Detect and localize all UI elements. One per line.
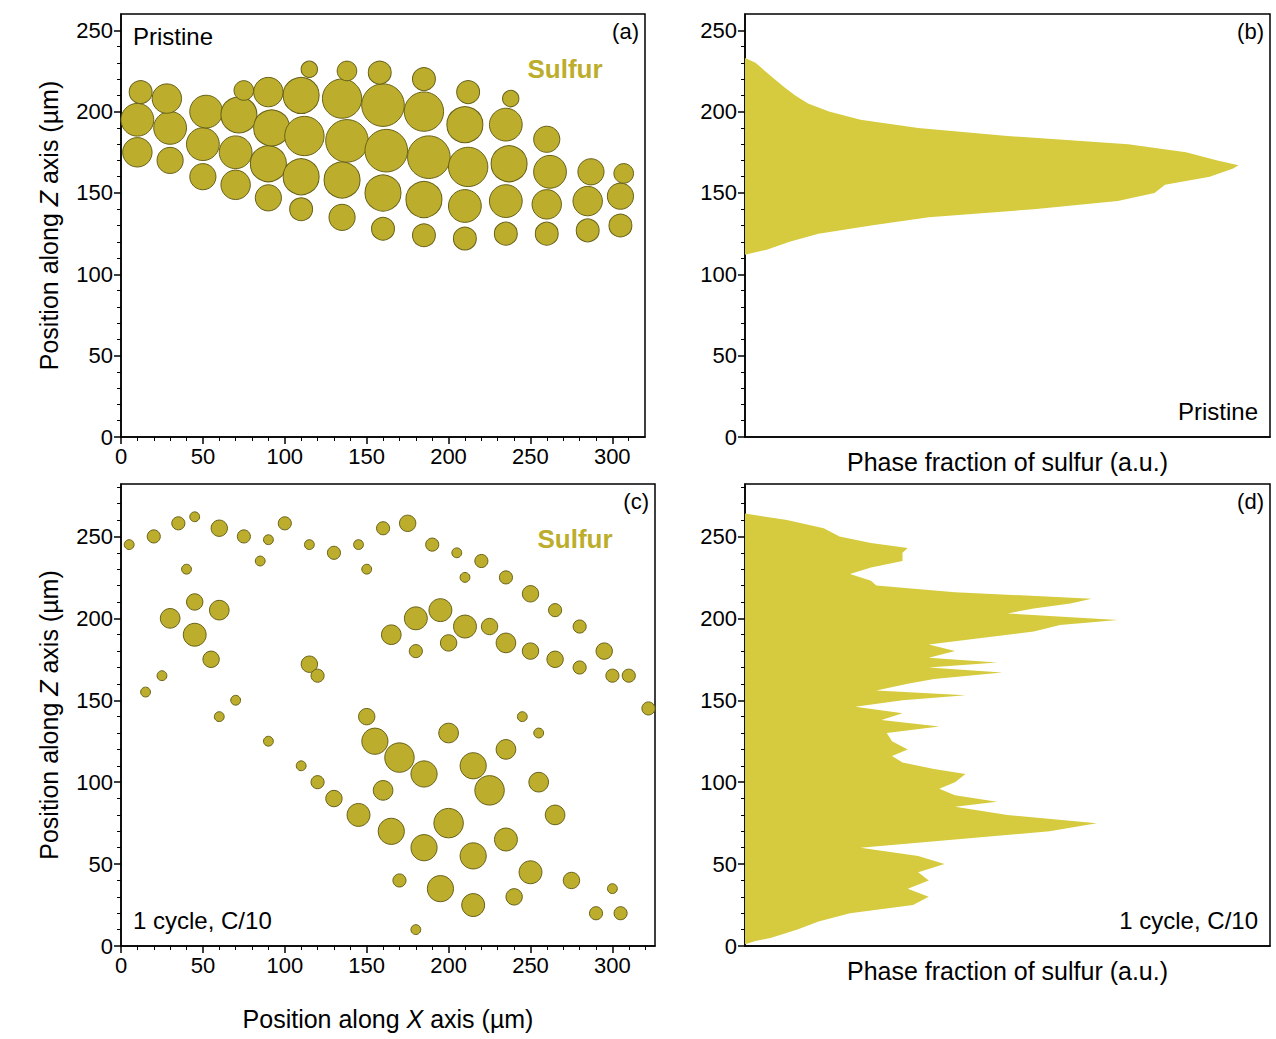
svg-text:Phase fraction of sulfur (a.u.: Phase fraction of sulfur (a.u.) (847, 957, 1168, 985)
svg-text:250: 250 (512, 953, 549, 978)
svg-text:Pristine: Pristine (133, 23, 213, 50)
svg-text:0: 0 (115, 953, 127, 978)
svg-text:Position along: Position along (35, 206, 63, 370)
svg-text:250: 250 (700, 524, 737, 549)
svg-text:200: 200 (76, 99, 113, 124)
svg-text:0: 0 (725, 425, 737, 450)
svg-text:100: 100 (700, 770, 737, 795)
svg-text:50: 50 (713, 343, 737, 368)
svg-text:axis (µm): axis (µm) (35, 81, 63, 191)
svg-text:(a): (a) (612, 19, 639, 44)
svg-text:0: 0 (115, 444, 127, 469)
svg-text:50: 50 (191, 953, 215, 978)
svg-text:200: 200 (700, 606, 737, 631)
svg-text:Z: Z (35, 190, 63, 207)
svg-text:Phase fraction of sulfur (a.u.: Phase fraction of sulfur (a.u.) (847, 448, 1168, 476)
svg-text:(c): (c) (623, 489, 649, 514)
svg-text:Z: Z (35, 680, 63, 697)
svg-text:250: 250 (512, 444, 549, 469)
svg-text:100: 100 (700, 262, 737, 287)
svg-text:(b): (b) (1237, 19, 1264, 44)
svg-text:Sulfur: Sulfur (527, 54, 602, 84)
svg-text:0: 0 (725, 934, 737, 959)
svg-text:axis (µm): axis (µm) (35, 570, 63, 680)
svg-text:0: 0 (101, 425, 113, 450)
svg-text:50: 50 (89, 343, 113, 368)
svg-text:250: 250 (700, 18, 737, 43)
svg-text:axis (µm): axis (µm) (423, 1005, 533, 1033)
svg-text:100: 100 (76, 262, 113, 287)
svg-text:100: 100 (266, 953, 303, 978)
svg-text:200: 200 (76, 606, 113, 631)
svg-text:(d): (d) (1237, 489, 1264, 514)
svg-text:Pristine: Pristine (1178, 398, 1258, 425)
svg-text:300: 300 (594, 444, 631, 469)
svg-text:50: 50 (713, 852, 737, 877)
svg-text:200: 200 (430, 444, 467, 469)
svg-text:50: 50 (89, 852, 113, 877)
svg-text:X: X (406, 1005, 425, 1033)
svg-text:250: 250 (76, 18, 113, 43)
svg-text:200: 200 (430, 953, 467, 978)
svg-text:1 cycle, C/10: 1 cycle, C/10 (1119, 907, 1258, 934)
svg-text:100: 100 (266, 444, 303, 469)
svg-text:150: 150 (76, 180, 113, 205)
svg-text:300: 300 (594, 953, 631, 978)
svg-text:100: 100 (76, 770, 113, 795)
svg-text:150: 150 (348, 444, 385, 469)
svg-text:150: 150 (700, 688, 737, 713)
svg-text:200: 200 (700, 99, 737, 124)
svg-text:150: 150 (76, 688, 113, 713)
svg-text:150: 150 (700, 180, 737, 205)
svg-text:Sulfur: Sulfur (537, 524, 612, 554)
svg-text:150: 150 (348, 953, 385, 978)
svg-text:Position along: Position along (35, 696, 63, 860)
svg-text:50: 50 (191, 444, 215, 469)
svg-text:Position along: Position along (243, 1005, 407, 1033)
svg-text:0: 0 (101, 934, 113, 959)
svg-text:1 cycle, C/10: 1 cycle, C/10 (133, 907, 272, 934)
svg-text:250: 250 (76, 524, 113, 549)
